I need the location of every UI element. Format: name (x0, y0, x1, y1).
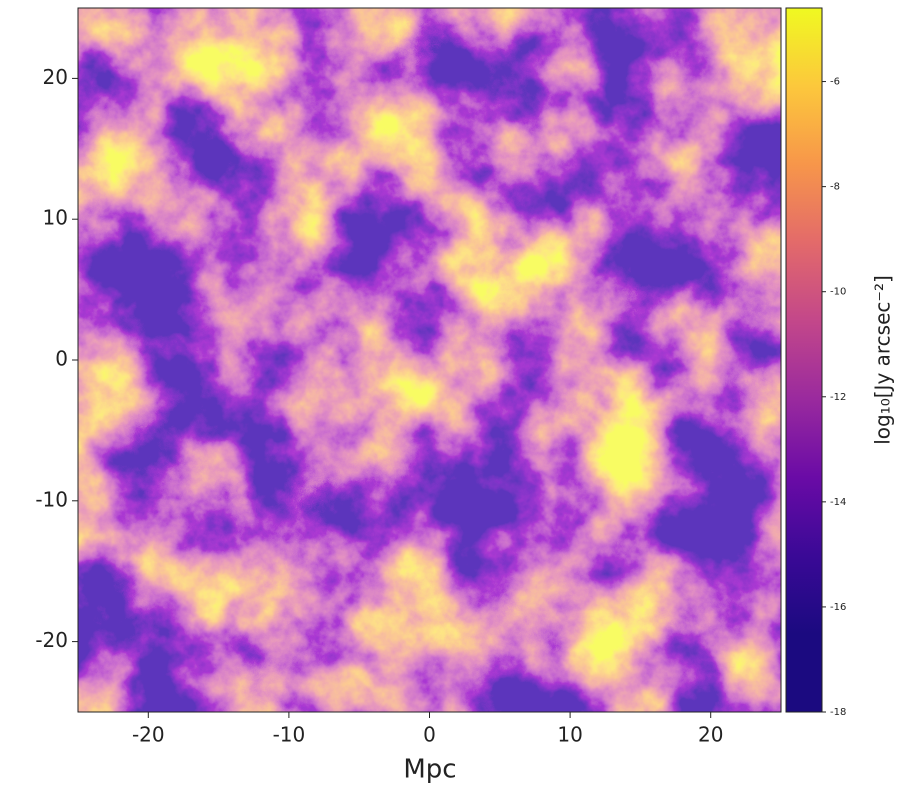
y-tick-label: -20 (35, 628, 68, 652)
colorbar-tick-label: -12 (830, 392, 846, 403)
x-tick-label: 0 (423, 723, 436, 747)
y-tick-label: 20 (43, 65, 68, 89)
colorbar-tick-label: -6 (830, 77, 840, 88)
colorbar-tick-label: -18 (830, 707, 846, 718)
y-tick-label: 0 (55, 347, 68, 371)
colorbar-tick-label: -14 (830, 497, 846, 508)
x-tick-label: 20 (698, 723, 723, 747)
x-axis-label: Mpc (403, 755, 456, 785)
y-tick-label: -10 (35, 487, 68, 511)
colorbar-tick-label: -8 (830, 182, 840, 193)
colorbar (785, 7, 823, 713)
colorbar-tick-label: -16 (830, 602, 846, 613)
colorbar-tick-label: -10 (830, 287, 846, 298)
y-tick-label: 10 (43, 206, 68, 230)
colorbar-label: log₁₀[Jy arcsec⁻²] (871, 275, 895, 445)
density-image (78, 8, 781, 712)
x-tick-label: -10 (273, 723, 306, 747)
x-tick-label: -20 (132, 723, 165, 747)
x-tick-label: 10 (557, 723, 582, 747)
